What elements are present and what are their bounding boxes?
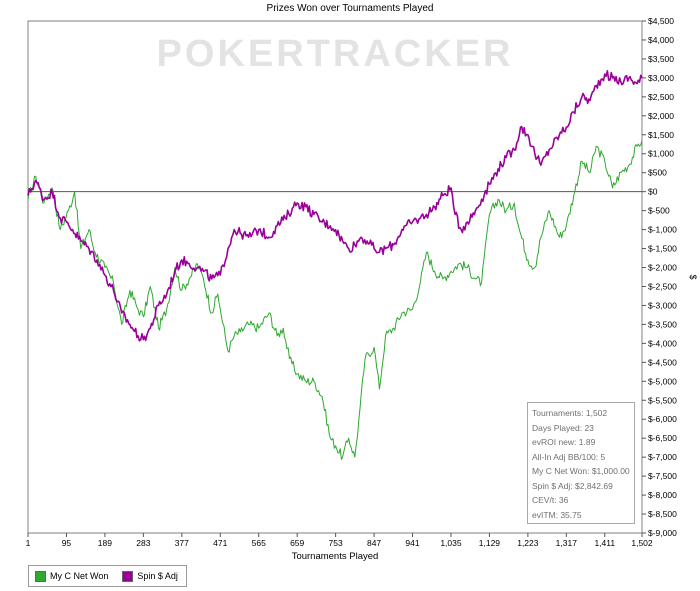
y-tick-label: $-6,000 [648, 414, 677, 424]
y-tick-label: $-5,000 [648, 376, 677, 386]
y-axis: $4,500 $4,000 $3,500 $3,000 $2,500 $2,000 $1,5… [642, 16, 677, 538]
y-tick-label: $3,000 [648, 73, 674, 83]
y-tick-label: $-7,500 [648, 471, 677, 481]
y-tick-label: $-9,000 [648, 528, 677, 538]
series-line-spin-adj [27, 70, 643, 342]
y-tick-label: $-1,000 [648, 225, 677, 235]
y-tick-label: $2,500 [648, 92, 674, 102]
x-tick-label: 95 [62, 538, 72, 548]
y-tick-label: $-2,500 [648, 281, 677, 291]
chart-title: Prizes Won over Tournaments Played [267, 3, 434, 14]
y-tick-label: $-5,500 [648, 395, 677, 405]
x-axis-label: Tournaments Played [292, 551, 379, 562]
y-tick-label: $500 [648, 168, 667, 178]
x-tick-label: 1,223 [517, 538, 539, 548]
x-tick-label: 753 [329, 538, 343, 548]
y-tick-label: $-8,000 [648, 490, 677, 500]
watermark-text: POKERTRACKER [157, 33, 514, 75]
y-axis-label: $ [688, 274, 698, 279]
x-tick-label: 941 [405, 538, 419, 548]
stat-spin-adj: Spin $ Adj: $2,842.69 [532, 480, 613, 491]
x-tick-label: 1,035 [440, 538, 462, 548]
x-tick-label: 659 [290, 538, 304, 548]
stat-days-played: Days Played: 23 [532, 422, 594, 433]
y-tick-label: $-4,500 [648, 357, 677, 367]
stat-allin-bb: All-In Adj BB/100: 5 [532, 451, 606, 462]
x-tick-label: 1,129 [479, 538, 501, 548]
legend: My C Net Won Spin $ Adj [28, 565, 187, 587]
x-tick-label: 283 [136, 538, 150, 548]
y-tick-label: $1,500 [648, 130, 674, 140]
x-tick-label: 565 [252, 538, 266, 548]
x-tick-label: 1 [26, 538, 31, 548]
plot-area [27, 20, 643, 534]
y-tick-label: $1,000 [648, 149, 674, 159]
stat-evitm: evITM: 35.75 [532, 509, 582, 520]
y-tick-label: $-8,500 [648, 509, 677, 519]
x-axis: 1 95 189 283 377 471 565 659 753 847 941 1,035 1,129… [26, 533, 653, 548]
y-tick-label: $4,500 [648, 16, 674, 26]
x-tick-label: 847 [367, 538, 381, 548]
series-line-net-won [27, 140, 643, 460]
y-tick-label: $-6,500 [648, 433, 677, 443]
legend-swatch-net-won [35, 570, 46, 582]
legend-label-spin-adj: Spin $ Adj [137, 571, 178, 581]
stat-net-won: My C Net Won: $1,000.00 [532, 466, 630, 476]
stats-box: Tournaments: 1,502 Days Played: 23 evROI… [527, 402, 635, 524]
y-tick-label: $4,000 [648, 35, 674, 45]
legend-swatch-spin-adj [122, 570, 134, 582]
x-tick-label: 1,502 [631, 538, 653, 548]
y-tick-label: $-2,000 [648, 263, 677, 273]
y-tick-label: $-4,000 [648, 338, 677, 348]
x-tick-label: 471 [213, 538, 227, 548]
y-tick-label: $-1,500 [648, 244, 677, 254]
legend-item-net-won[interactable]: My C Net Won [35, 570, 109, 582]
series-group [27, 70, 643, 460]
y-tick-label: $-500 [648, 206, 670, 216]
y-tick-label: $0 [648, 187, 658, 197]
y-tick-label: $2,000 [648, 111, 674, 121]
y-tick-label: $-3,500 [648, 319, 677, 329]
y-tick-label: $3,500 [648, 54, 674, 64]
x-tick-label: 189 [98, 538, 112, 548]
y-tick-label: $-7,000 [648, 452, 677, 462]
x-tick-label: 1,411 [594, 538, 615, 548]
x-tick-label: 1,317 [556, 538, 578, 548]
stat-tournaments: Tournaments: 1,502 [532, 408, 608, 418]
stat-cev-t: CEV/t: 36 [532, 495, 569, 505]
stat-evroi: evROI new: 1.89 [532, 437, 596, 447]
x-tick-label: 377 [175, 538, 189, 548]
legend-label-net-won: My C Net Won [50, 571, 109, 581]
y-tick-label: $-3,000 [648, 300, 677, 310]
legend-item-spin-adj[interactable]: Spin $ Adj [122, 570, 178, 582]
